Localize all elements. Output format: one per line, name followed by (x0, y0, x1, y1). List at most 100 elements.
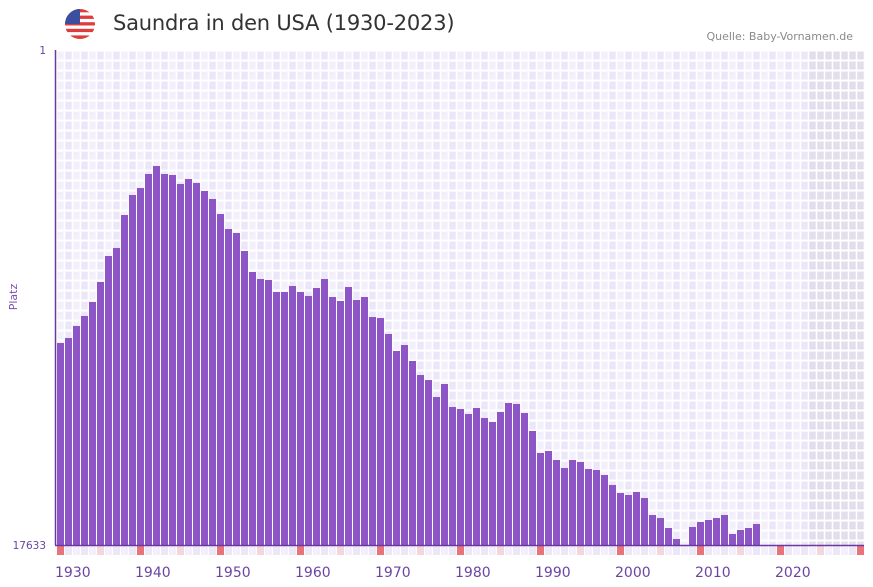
bar-2007 (673, 538, 680, 545)
year-marker (649, 546, 656, 555)
bar-1971 (385, 333, 392, 545)
year-marker (361, 546, 368, 555)
year-marker (313, 546, 320, 555)
year-marker (529, 546, 536, 555)
bar-1958 (281, 291, 288, 545)
plot-column (848, 50, 856, 545)
year-marker (641, 546, 648, 555)
year-marker (705, 546, 712, 555)
year-marker (825, 546, 832, 555)
year-marker (817, 546, 824, 555)
year-marker (673, 546, 680, 555)
bar-1989 (529, 430, 536, 545)
x-tick-label: 2000 (615, 565, 651, 581)
year-marker (241, 546, 248, 555)
year-marker (257, 546, 264, 555)
plot-column (520, 50, 528, 545)
bar-1975 (417, 375, 424, 545)
year-marker (809, 546, 816, 555)
year-marker (393, 546, 400, 555)
bar-1950 (217, 214, 224, 545)
bar-1963 (321, 278, 328, 545)
x-tick-label: 1960 (295, 565, 331, 581)
bar-1960 (297, 291, 304, 545)
bar-1938 (121, 214, 128, 545)
year-marker (577, 546, 584, 555)
bar-1959 (289, 285, 296, 545)
year-marker (81, 546, 88, 555)
year-marker (729, 546, 736, 555)
x-tick-label: 2010 (695, 565, 731, 581)
bar-2002 (633, 491, 640, 545)
plot-column (80, 50, 88, 545)
x-tick-label: 2020 (775, 565, 811, 581)
plot-column (608, 50, 616, 545)
plot-column (448, 50, 456, 545)
year-marker (697, 546, 704, 555)
page-title: Saundra in den USA (1930-2023) (113, 11, 455, 35)
year-marker (137, 546, 144, 555)
bar-1940 (137, 188, 144, 545)
gridlines (55, 49, 866, 555)
year-marker (249, 546, 256, 555)
year-marker (681, 546, 688, 555)
plot-column (824, 50, 832, 545)
year-marker (105, 546, 112, 555)
plot-column (536, 50, 544, 545)
plot-column (496, 50, 504, 545)
plot-column (664, 50, 672, 545)
plot-column (432, 50, 440, 545)
bar-1976 (425, 380, 432, 545)
tick-labels: 1930 1940 1950 1960 1970 1980 1990 2000 2010 2020… (13, 45, 811, 581)
bar-2003 (641, 498, 648, 545)
bar-1986 (505, 403, 512, 545)
year-marker (721, 546, 728, 555)
year-marker (169, 546, 176, 555)
y-tick-label: 17633 (13, 540, 46, 552)
bar-1993 (561, 467, 568, 545)
plot-column (616, 50, 624, 545)
x-tick-label: 1930 (55, 565, 91, 581)
bar-2000 (617, 492, 624, 545)
year-marker (489, 546, 496, 555)
bar-1943 (161, 174, 168, 545)
plot-column (800, 50, 808, 545)
plot-column (400, 50, 408, 545)
year-marker (201, 546, 208, 555)
plot-column (744, 50, 752, 545)
y-axis-label: Platz (7, 284, 20, 311)
plot-column (504, 50, 512, 545)
year-marker (281, 546, 288, 555)
year-marker (345, 546, 352, 555)
year-marker (121, 546, 128, 555)
year-marker (321, 546, 328, 555)
year-marker (609, 546, 616, 555)
bar-1968 (361, 296, 368, 545)
bar-2017 (753, 524, 760, 545)
plot-column (696, 50, 704, 545)
year-marker (369, 546, 376, 555)
bar-1974 (409, 361, 416, 545)
plot-column (368, 50, 376, 545)
year-marker (617, 546, 624, 555)
plot-column (416, 50, 424, 545)
bar-1977 (433, 396, 440, 545)
x-tick-label: 1970 (375, 565, 411, 581)
year-marker (193, 546, 200, 555)
bar-1939 (129, 195, 136, 545)
bar-2001 (625, 495, 632, 545)
year-marker (113, 546, 120, 555)
year-marker (89, 546, 96, 555)
plot-column (816, 50, 824, 545)
plot-column (472, 50, 480, 545)
bar-1931 (65, 338, 72, 545)
bar-1947 (193, 182, 200, 545)
bar-1985 (497, 411, 504, 545)
plot-column (792, 50, 800, 545)
plot-column (424, 50, 432, 545)
year-marker (857, 546, 864, 555)
year-marker (497, 546, 504, 555)
year-marker (73, 546, 80, 555)
plot-column (352, 50, 360, 545)
bar-2004 (649, 514, 656, 545)
